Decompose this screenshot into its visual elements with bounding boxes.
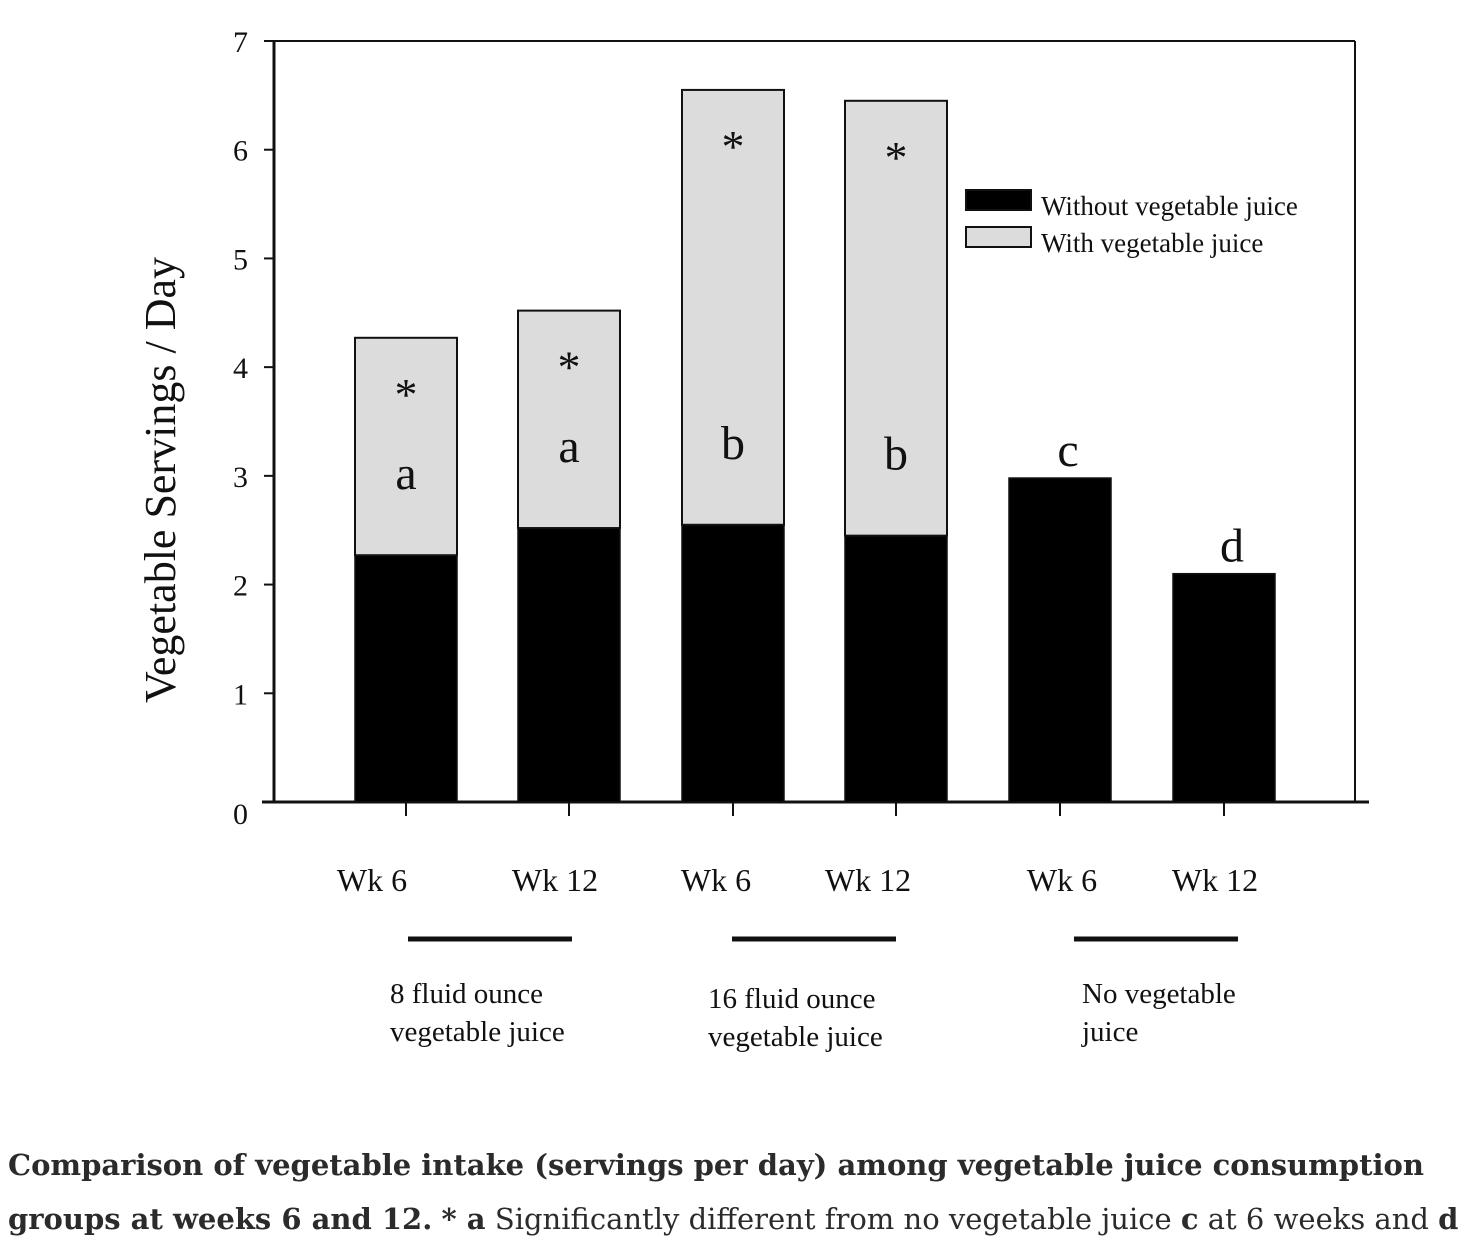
- y-tick-label: 4: [233, 352, 248, 385]
- legend-swatch: [965, 189, 1032, 211]
- x-tick-label: Wk 12: [825, 862, 911, 898]
- significance-star: *: [722, 121, 745, 172]
- figure-caption: Comparison of vegetable intake (servings…: [8, 1138, 1474, 1246]
- x-tick-label: Wk 6: [337, 862, 407, 898]
- significance-star: *: [885, 132, 908, 183]
- bar-without-juice: [681, 524, 785, 803]
- caption-text-1: Significantly different from no vegetabl…: [494, 1202, 1172, 1236]
- group-label: vegetable juice: [390, 1016, 565, 1048]
- legend-swatch: [965, 226, 1032, 248]
- legend-label: Without vegetable juice: [1041, 191, 1298, 221]
- group-label: 16 fluid ounce: [708, 983, 876, 1015]
- caption-text-2: at 6 weeks and: [1207, 1202, 1429, 1236]
- caption-lead: Comparison of vegetable intake (servings…: [8, 1148, 1424, 1236]
- group-label: vegetable juice: [708, 1021, 883, 1053]
- significance-star: *: [395, 369, 418, 420]
- y-tick-label: 0: [233, 798, 248, 831]
- significance-letter: b: [721, 417, 745, 470]
- bar-with-juice: [681, 88, 785, 526]
- x-tick-label: Wk 6: [681, 862, 751, 898]
- group-label: juice: [1081, 1016, 1138, 1048]
- bar-without-juice: [517, 527, 621, 803]
- y-tick-label: 3: [233, 461, 248, 494]
- bar-without-juice: [1172, 572, 1276, 803]
- y-axis-label: Vegetable Servings / Day: [136, 257, 185, 703]
- significance-letter: a: [558, 420, 579, 473]
- significance-letter: b: [884, 428, 908, 481]
- legend-label: With vegetable juice: [1041, 228, 1263, 258]
- x-tick-label: Wk 6: [1027, 862, 1097, 898]
- caption-marker: * a: [441, 1202, 486, 1236]
- bar-with-juice: [844, 99, 948, 537]
- group-label: 8 fluid ounce: [390, 978, 543, 1010]
- x-tick-label: Wk 12: [512, 862, 598, 898]
- bar-with-juice: [354, 336, 458, 557]
- bar-without-juice: [844, 534, 948, 803]
- significance-letter: a: [395, 447, 416, 500]
- x-tick-label: Wk 12: [1172, 862, 1258, 898]
- y-tick-label: 5: [233, 243, 248, 276]
- x-axis-labels: Wk 6 Wk 12 Wk 6 Wk 12 Wk 6 Wk 12 8 fluid ounce…: [337, 862, 1258, 1053]
- significance-letter: d: [1220, 520, 1244, 573]
- bar-without-juice: [1008, 477, 1112, 803]
- bar-without-juice: [354, 554, 458, 803]
- y-tick-label: 2: [233, 570, 248, 603]
- y-tick-label: 6: [233, 135, 248, 168]
- group-label: No vegetable: [1082, 978, 1236, 1010]
- caption-marker-c: c: [1180, 1202, 1199, 1236]
- chart-annotations: * a * a * b * b c d: [395, 121, 1245, 573]
- y-tick-label: 7: [233, 26, 248, 59]
- y-tick-label: 1: [233, 678, 248, 711]
- chart-legend: Without vegetable juice With vegetable ju…: [965, 189, 1298, 258]
- caption-marker-d: d: [1438, 1202, 1459, 1236]
- chart-bars: [354, 88, 1276, 803]
- significance-letter: c: [1057, 424, 1078, 477]
- bar-with-juice: [517, 309, 621, 530]
- significance-star: *: [558, 342, 581, 393]
